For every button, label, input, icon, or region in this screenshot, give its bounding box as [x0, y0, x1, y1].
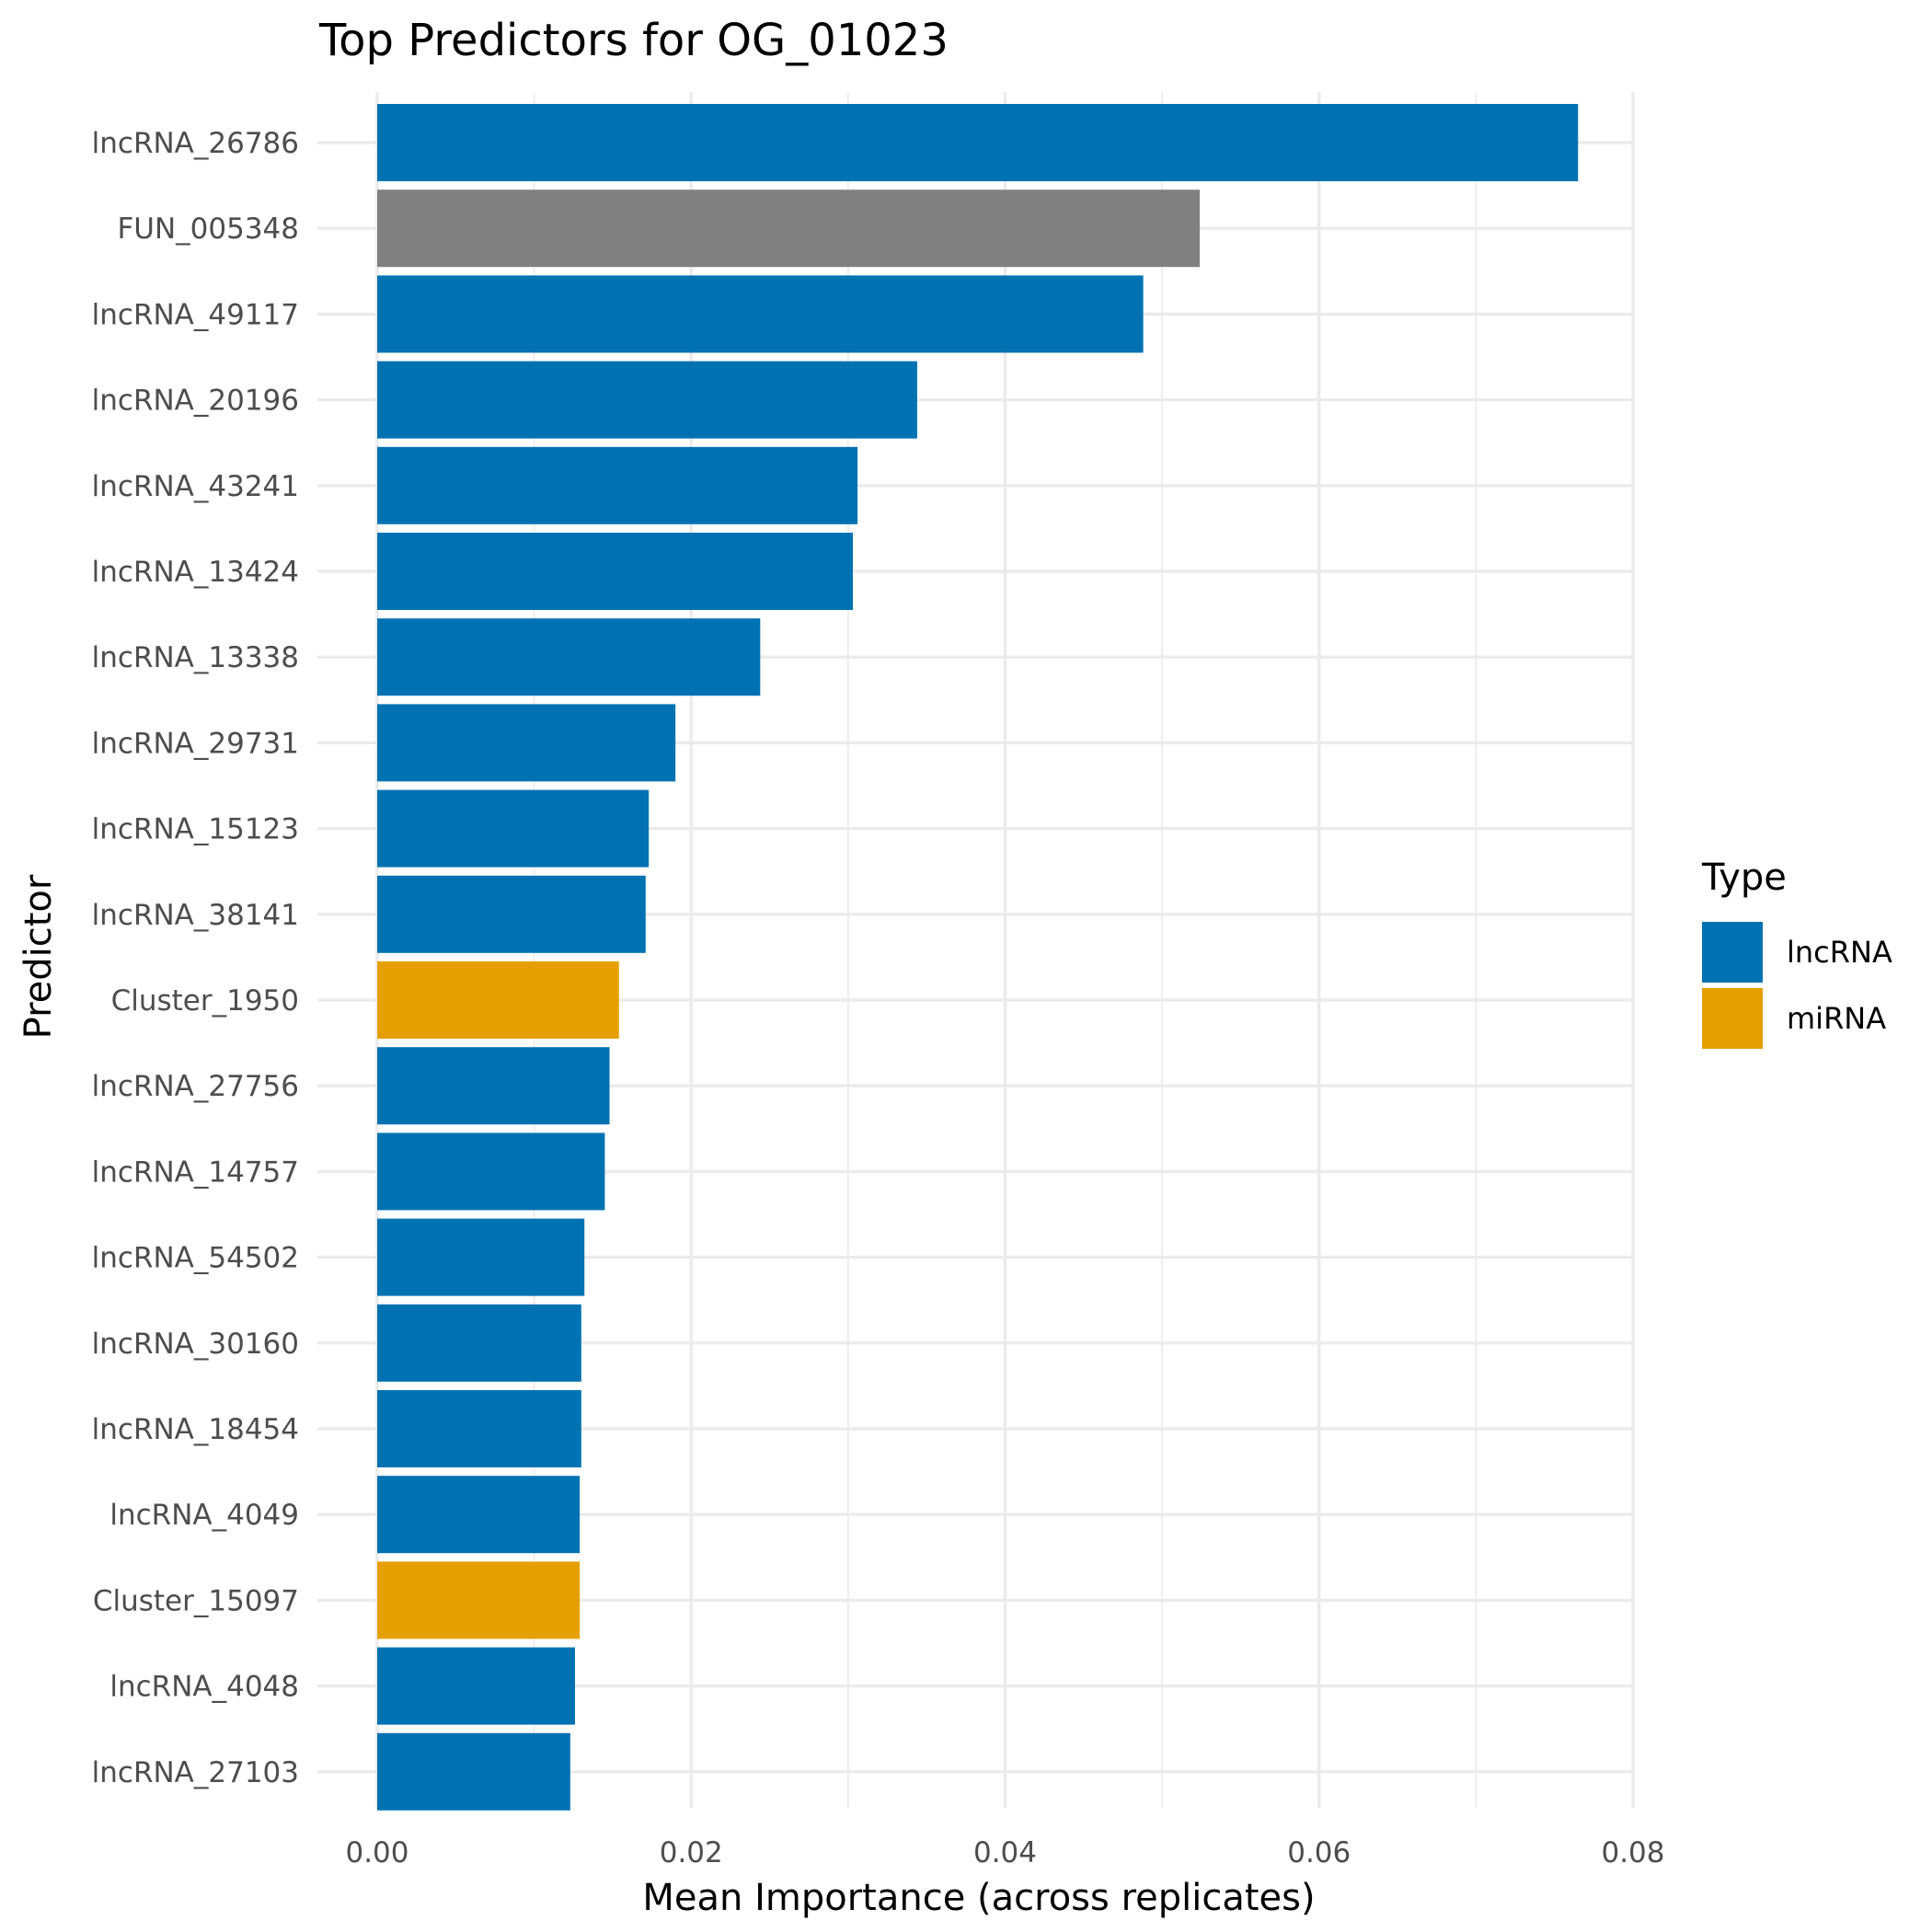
- y-tick-label: lncRNA_54502: [92, 1242, 299, 1275]
- y-tick-label: lncRNA_18454: [92, 1413, 299, 1446]
- x-tick-labels: 0.00 0.02 0.04 0.06 0.08: [345, 1836, 1664, 1869]
- bar-cluster-1950: [377, 961, 619, 1039]
- x-axis-title: Mean Importance (across replicates): [642, 1877, 1315, 1919]
- legend-label-mirna: miRNA: [1787, 1001, 1886, 1036]
- bars: [377, 104, 1579, 1811]
- bar-lncrna-20196: [377, 361, 917, 439]
- x-tick-label: 0.00: [345, 1836, 408, 1869]
- chart-title: Top Predictors for OG_01023: [318, 15, 949, 66]
- bar-lncrna-43241: [377, 446, 858, 524]
- bar-lncrna-18454: [377, 1390, 581, 1467]
- y-tick-label: lncRNA_26786: [92, 127, 299, 160]
- bar-lncrna-27756: [377, 1047, 610, 1125]
- y-tick-label: FUN_005348: [117, 213, 299, 246]
- y-tick-label: lncRNA_49117: [92, 298, 299, 331]
- x-tick-label: 0.06: [1287, 1836, 1351, 1869]
- bar-lncrna-4048: [377, 1647, 575, 1725]
- y-tick-label: lncRNA_13424: [92, 556, 299, 589]
- bar-lncrna-54502: [377, 1218, 585, 1296]
- y-tick-label: lncRNA_27756: [92, 1070, 299, 1103]
- y-axis-title: Predictor: [17, 874, 60, 1039]
- bar-lncrna-13338: [377, 618, 761, 696]
- legend-title: Type: [1701, 857, 1787, 899]
- y-tick-label: lncRNA_4049: [109, 1499, 299, 1532]
- bar-lncrna-38141: [377, 875, 646, 953]
- y-tick-label: lncRNA_29731: [92, 727, 299, 760]
- bar-cluster-15097: [377, 1561, 581, 1639]
- x-tick-label: 0.04: [973, 1836, 1037, 1869]
- y-tick-label: lncRNA_13338: [92, 641, 299, 674]
- y-tick-label: lncRNA_20196: [92, 385, 299, 418]
- y-tick-label: Cluster_15097: [93, 1584, 299, 1617]
- x-tick-label: 0.08: [1601, 1836, 1664, 1869]
- bar-lncrna-49117: [377, 275, 1144, 353]
- y-tick-label: lncRNA_30160: [92, 1328, 299, 1361]
- bar-lncrna-30160: [377, 1304, 581, 1382]
- bar-lncrna-14757: [377, 1133, 605, 1211]
- bar-lncrna-15123: [377, 789, 650, 868]
- bar-lncrna-13424: [377, 533, 853, 610]
- y-tick-label: lncRNA_14757: [92, 1156, 299, 1189]
- legend: Type lncRNA miRNA: [1701, 857, 1892, 1049]
- legend-label-lncrna: lncRNA: [1787, 935, 1892, 970]
- y-tick-label: lncRNA_43241: [92, 470, 299, 503]
- legend-swatch-mirna: [1702, 988, 1763, 1049]
- y-tick-label: Cluster_1950: [111, 984, 299, 1018]
- bar-lncrna-29731: [377, 704, 676, 782]
- bar-lncrna-4049: [377, 1476, 581, 1554]
- y-tick-label: lncRNA_27103: [92, 1756, 299, 1789]
- y-tick-labels: lncRNA_26786 FUN_005348 lncRNA_49117 lncRNA…: [92, 127, 299, 1789]
- bar-lncrna-27103: [377, 1732, 570, 1811]
- bar-lncrna-26786: [377, 104, 1579, 181]
- legend-swatch-lncrna: [1702, 922, 1763, 983]
- y-tick-label: lncRNA_15123: [92, 813, 299, 846]
- y-tick-label: lncRNA_38141: [92, 899, 299, 932]
- y-tick-label: lncRNA_4048: [109, 1671, 299, 1704]
- bar-fun-005348: [377, 190, 1201, 268]
- x-tick-label: 0.02: [660, 1836, 723, 1869]
